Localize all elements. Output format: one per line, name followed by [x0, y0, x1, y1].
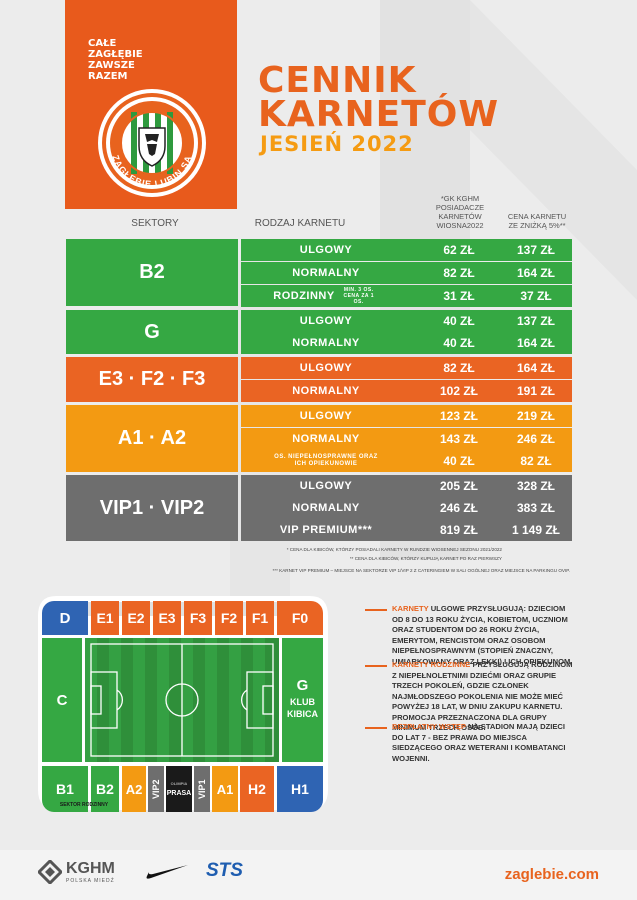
column-header-sectors: SEKTORY [131, 218, 179, 229]
slogan: CAŁE ZAGŁĘBIE ZAWSZE RAZEM [88, 38, 143, 82]
club-crest-icon: ZAGŁĘBIE LUBIN SA [98, 89, 206, 197]
table-row: NORMALNY 102 ZŁ 191 ZŁ [241, 380, 572, 402]
table-row: NORMALNY 40 ZŁ 164 ZŁ [241, 332, 572, 354]
info-free-entry: BEZPŁATNY WSTĘP NA STADION MAJĄ DZIECI D… [365, 722, 576, 764]
stadium-sector-b1: B1 [42, 766, 88, 812]
stadium-sector-vip1: VIP1 [194, 766, 210, 812]
website-link[interactable]: zaglebie.com [504, 866, 599, 883]
sector-e3-f2-f3: E3 · F2 · F3 [66, 357, 238, 402]
table-row: RODZINNY MIN. 3 OS. CENA ZA 1 OS. 31 ZŁ … [241, 285, 572, 307]
stadium-sector-c: C [42, 638, 82, 762]
sector-b2: B2 [66, 239, 238, 306]
table-row: NORMALNY 82 ZŁ 164 ZŁ [241, 262, 572, 284]
page-title: CENNIK KARNETÓW [258, 60, 500, 135]
stadium-sector-f3: F3 [184, 601, 212, 635]
page-subtitle: JESIEŃ 2022 [260, 132, 414, 156]
stadium-sector-f2: F2 [215, 601, 243, 635]
table-row: ULGOWY 40 ZŁ 137 ZŁ [241, 310, 572, 332]
footer [0, 850, 637, 900]
column-header-price2: CENA KARNETU ZE ZNIŻKĄ 5%** [507, 212, 567, 230]
table-row: OS. NIEPEŁNOSPRAWNE ORAZ ICH OPIEKUNOWIE… [241, 450, 572, 472]
football-pitch [85, 638, 279, 762]
footnote: * CENA DLA KIBICÓW, KTÓRZY POSIADALI KAR… [286, 547, 502, 552]
info-family: KARNETY RODZINNE PRZYSŁUGUJĄ RODZINOM Z … [365, 660, 576, 734]
nike-swoosh-icon [146, 865, 188, 879]
column-header-price1: *GK KGHM POSIADACZE KARNETÓW WIOSNA2022 [435, 194, 485, 230]
kghm-subtitle: POLSKA MIEDŹ [66, 878, 115, 884]
stadium-sector-e2: E2 [122, 601, 150, 635]
kghm-logo: KGHM [66, 860, 115, 877]
sts-logo: STS [206, 860, 243, 881]
info-discount: KARNETY ULGOWE PRZYSŁUGUJĄ: DZIECIOM OD … [365, 604, 576, 667]
stadium-sector-f0: F0 [277, 601, 323, 635]
family-sector-label: SEKTOR RODZINNY [59, 802, 109, 808]
table-row: ULGOWY 123 ZŁ 219 ZŁ [241, 405, 572, 427]
stadium-sector-d: D [42, 601, 88, 635]
table-row: ULGOWY 62 ZŁ 137 ZŁ [241, 239, 572, 261]
table-row: ULGOWY 82 ZŁ 164 ZŁ [241, 357, 572, 379]
stadium-sector-e3: E3 [153, 601, 181, 635]
stadium-sector-e1: E1 [91, 601, 119, 635]
table-row: NORMALNY 143 ZŁ 246 ZŁ [241, 428, 572, 450]
table-row: NORMALNY 246 ZŁ 383 ZŁ [241, 497, 572, 519]
sector-a1-a2: A1 · A2 [66, 405, 238, 472]
stadium-sector-h1: H1 [277, 766, 323, 812]
column-header-type: RODZAJ KARNETU [254, 218, 346, 229]
stadium-sector-g: G KLUB KIBICA [282, 638, 323, 762]
sector-vip1-vip2: VIP1 · VIP2 [66, 475, 238, 541]
stadium-sector-f1: F1 [246, 601, 274, 635]
stadium-sector-a2: A2 [122, 766, 146, 812]
sector-g: G [66, 310, 238, 354]
kghm-logo-icon [38, 860, 62, 884]
footnote: *** KARNET VIP PREMIUM – MIEJSCE NA SEKT… [272, 568, 570, 573]
stadium-sector-b2: B2 [91, 766, 119, 812]
table-row: ULGOWY 205 ZŁ 328 ZŁ [241, 475, 572, 497]
stadium-sector-press: OLIMPIA PRASA [166, 766, 192, 812]
stadium-sector-vip2: VIP2 [148, 766, 164, 812]
stadium-sector-h2: H2 [240, 766, 274, 812]
stadium-sector-a1: A1 [212, 766, 238, 812]
table-row: VIP PREMIUM*** 819 ZŁ 1 149 ZŁ [241, 519, 572, 541]
footnote: ** CENA DLA KIBICÓW, KTÓRZY KUPUJĄ KARNE… [349, 556, 502, 561]
